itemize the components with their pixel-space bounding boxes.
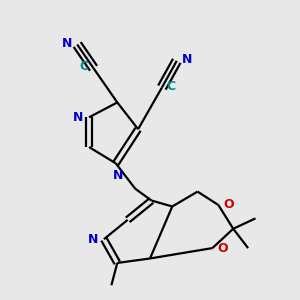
Text: N: N [113,169,123,182]
Text: N: N [182,53,192,66]
Text: C: C [80,60,89,73]
Text: N: N [88,233,99,246]
Text: N: N [62,37,72,50]
Text: O: O [217,242,228,255]
Text: C: C [167,80,176,93]
Text: O: O [223,199,234,212]
Text: N: N [73,111,84,124]
